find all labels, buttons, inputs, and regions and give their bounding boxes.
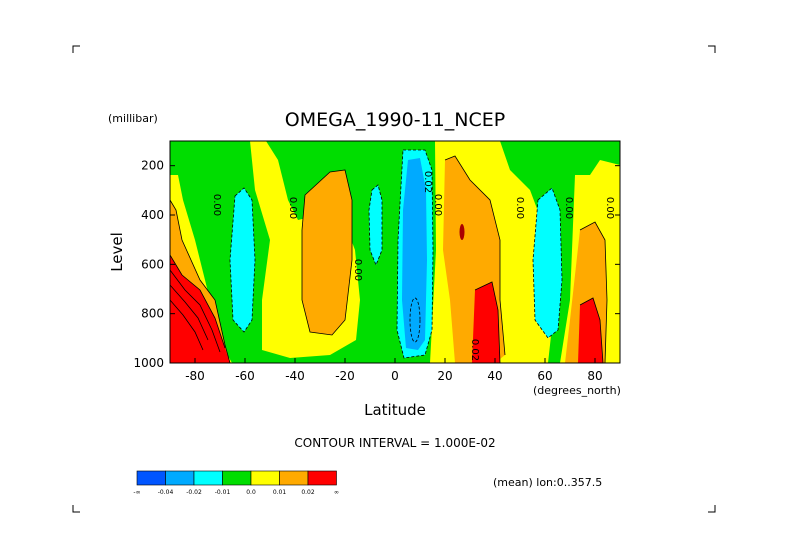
x-unit-label: (degrees_north) [533, 384, 621, 397]
contour-label: 0.00 [287, 197, 298, 219]
y-axis-title: Level [108, 232, 126, 272]
colorbar-label: -0.01 [215, 489, 231, 496]
mean-lon-note: (mean) lon:0..357.5 [493, 476, 602, 489]
plot-area: 0.00 0.000.000.020.00 0.00 0.00 0.000.02 [169, 140, 621, 364]
red-region-north-sub [472, 282, 500, 363]
contour-label: 0.00 [352, 259, 363, 281]
y-axis: 200 400 600 800 1000 [133, 159, 620, 370]
contour-label: 0.00 [604, 197, 615, 219]
colorbar-label: -0.04 [158, 489, 174, 496]
x-tick-label: 0 [391, 369, 399, 383]
x-tick-label: -80 [185, 369, 205, 383]
contour-interval-note: CONTOUR INTERVAL = 1.000E-02 [294, 436, 495, 450]
contour-lines [169, 155, 608, 364]
contour-label: 0.02 [469, 339, 480, 361]
contour-label: 0.00 [514, 197, 525, 219]
contour-label: 0.00 [211, 194, 222, 216]
colorbar-swatch [222, 470, 252, 486]
colorbar-label: 0.02 [301, 489, 315, 496]
colorbar-label: -∞ [133, 489, 140, 496]
dashed-contours [229, 149, 563, 359]
x-tick-label: -40 [285, 369, 305, 383]
y-tick-label: 600 [141, 257, 164, 271]
colorbar-swatch [279, 470, 309, 486]
colorbar: -∞ -0.04 -0.02 -0.01 0.0 0.01 0.02 ∞ [133, 470, 339, 496]
colorbar-swatch [165, 470, 195, 486]
colorbar-swatch [307, 470, 337, 486]
red-region-north-polar [578, 298, 603, 363]
colorbar-label: ∞ [334, 489, 339, 496]
x-tick-label: 20 [437, 369, 452, 383]
y-tick-label: 1000 [133, 356, 164, 370]
x-tick-label: 60 [537, 369, 552, 383]
cyan-region-south [230, 188, 255, 332]
y-tick-label: 400 [141, 208, 164, 222]
y-tick-label: 800 [141, 307, 164, 321]
x-tick-label: -60 [235, 369, 255, 383]
contour-label: 0.00 [563, 197, 574, 219]
contour-loop-equator [409, 297, 421, 343]
colorbar-swatch [136, 470, 166, 486]
colorbar-label: -0.02 [186, 489, 202, 496]
blue-region-equator [402, 158, 427, 350]
cyan-region-equator-small [369, 185, 382, 265]
cyan-region-north [533, 188, 562, 338]
corner-marks [72, 45, 716, 513]
contour-label: 0.02 [422, 171, 433, 193]
orange-region-south-mid [302, 170, 352, 335]
x-tick-label: -20 [335, 369, 355, 383]
x-axis-title: Latitude [364, 401, 426, 419]
colorbar-label: 0.0 [246, 489, 256, 496]
colorbar-swatch [193, 470, 223, 486]
x-tick-label: 40 [487, 369, 502, 383]
y-tick-label: 200 [141, 159, 164, 173]
chart-title: OMEGA_1990-11_NCEP [285, 109, 505, 131]
contour-label: 0.00 [432, 194, 443, 216]
y-unit-label: (millibar) [108, 112, 158, 125]
colorbar-label: 0.01 [273, 489, 287, 496]
contour-labels: 0.00 0.000.000.020.00 0.00 0.00 0.000.02 [211, 171, 615, 361]
x-axis: -80 -60 -40 -20 0 20 40 60 80 [185, 358, 603, 383]
red-region-south-polar [170, 255, 230, 363]
colorbar-swatch [250, 470, 280, 486]
x-tick-label: 80 [587, 369, 602, 383]
red-spot [459, 224, 465, 240]
